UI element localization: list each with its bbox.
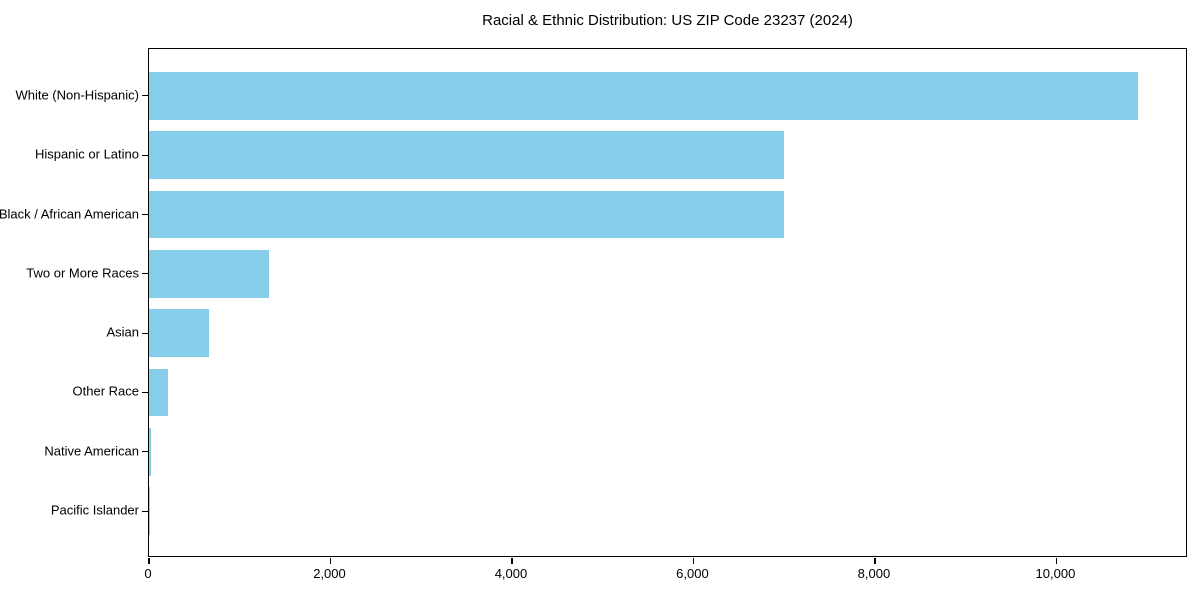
- chart-title: Racial & Ethnic Distribution: US ZIP Cod…: [482, 12, 853, 29]
- y-tick-mark: [142, 510, 148, 512]
- x-tick-label: 2,000: [313, 566, 346, 581]
- y-tick-mark: [142, 154, 148, 156]
- category-label: Asian: [106, 324, 139, 340]
- bar-two-or-more-races: [149, 250, 269, 298]
- bar-asian: [149, 309, 209, 357]
- bar-native-american: [149, 428, 151, 476]
- category-label: Two or More Races: [26, 265, 139, 281]
- bar-other-race: [149, 368, 168, 417]
- x-tick-mark: [1055, 558, 1057, 564]
- y-tick-mark: [142, 273, 148, 275]
- category-label: Hispanic or Latino: [34, 146, 139, 162]
- x-tick-mark: [329, 558, 332, 564]
- bar-black-african-american: [149, 190, 785, 239]
- category-label: Other Race: [72, 383, 139, 399]
- category-label: White (Non-Hispanic): [15, 87, 139, 103]
- bar-white-non-hispanic: [149, 72, 1139, 120]
- y-tick-mark: [142, 213, 148, 216]
- y-tick-mark: [142, 95, 148, 97]
- x-tick-mark: [874, 558, 876, 564]
- x-tick-mark: [511, 558, 513, 564]
- y-tick-mark: [142, 451, 148, 453]
- category-label: Pacific Islander: [50, 502, 139, 518]
- category-label: Native American: [44, 443, 139, 459]
- y-tick-mark: [142, 391, 148, 394]
- x-tick-label: 8,000: [857, 566, 891, 581]
- x-tick-label: 4,000: [494, 566, 528, 581]
- x-tick-label: 6,000: [676, 566, 709, 581]
- x-tick-mark: [692, 558, 695, 564]
- bar-hispanic-or-latino: [149, 131, 785, 179]
- x-tick-label: 0: [144, 566, 152, 581]
- bar-pacific-islander: [149, 487, 150, 535]
- category-label: Black / African American: [0, 206, 139, 221]
- y-tick-mark: [142, 332, 148, 334]
- plot-area: [142, 48, 1187, 564]
- x-tick-mark: [148, 558, 150, 564]
- x-tick-label: 10,000: [1035, 566, 1076, 581]
